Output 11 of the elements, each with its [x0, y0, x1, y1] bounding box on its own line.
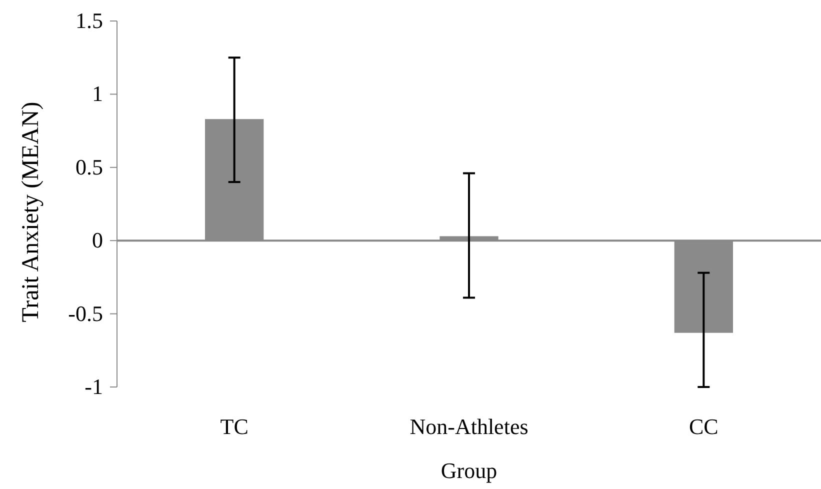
y-tick-label: -1 — [84, 374, 103, 400]
y-tick-label: 0 — [92, 228, 103, 253]
x-axis-title: Group — [440, 458, 498, 483]
x-tick-label: CC — [688, 414, 718, 439]
y-tick-label: 0.5 — [76, 154, 103, 180]
y-tick-label: 1.5 — [76, 8, 103, 34]
x-tick-label: Non-Athletes — [410, 414, 528, 439]
y-tick-label: -0.5 — [68, 300, 103, 326]
x-tick-label: TC — [220, 414, 248, 439]
y-tick-label: 1 — [92, 81, 103, 106]
y-axis-title: Trait Anxiety (MEAN) — [18, 102, 44, 322]
